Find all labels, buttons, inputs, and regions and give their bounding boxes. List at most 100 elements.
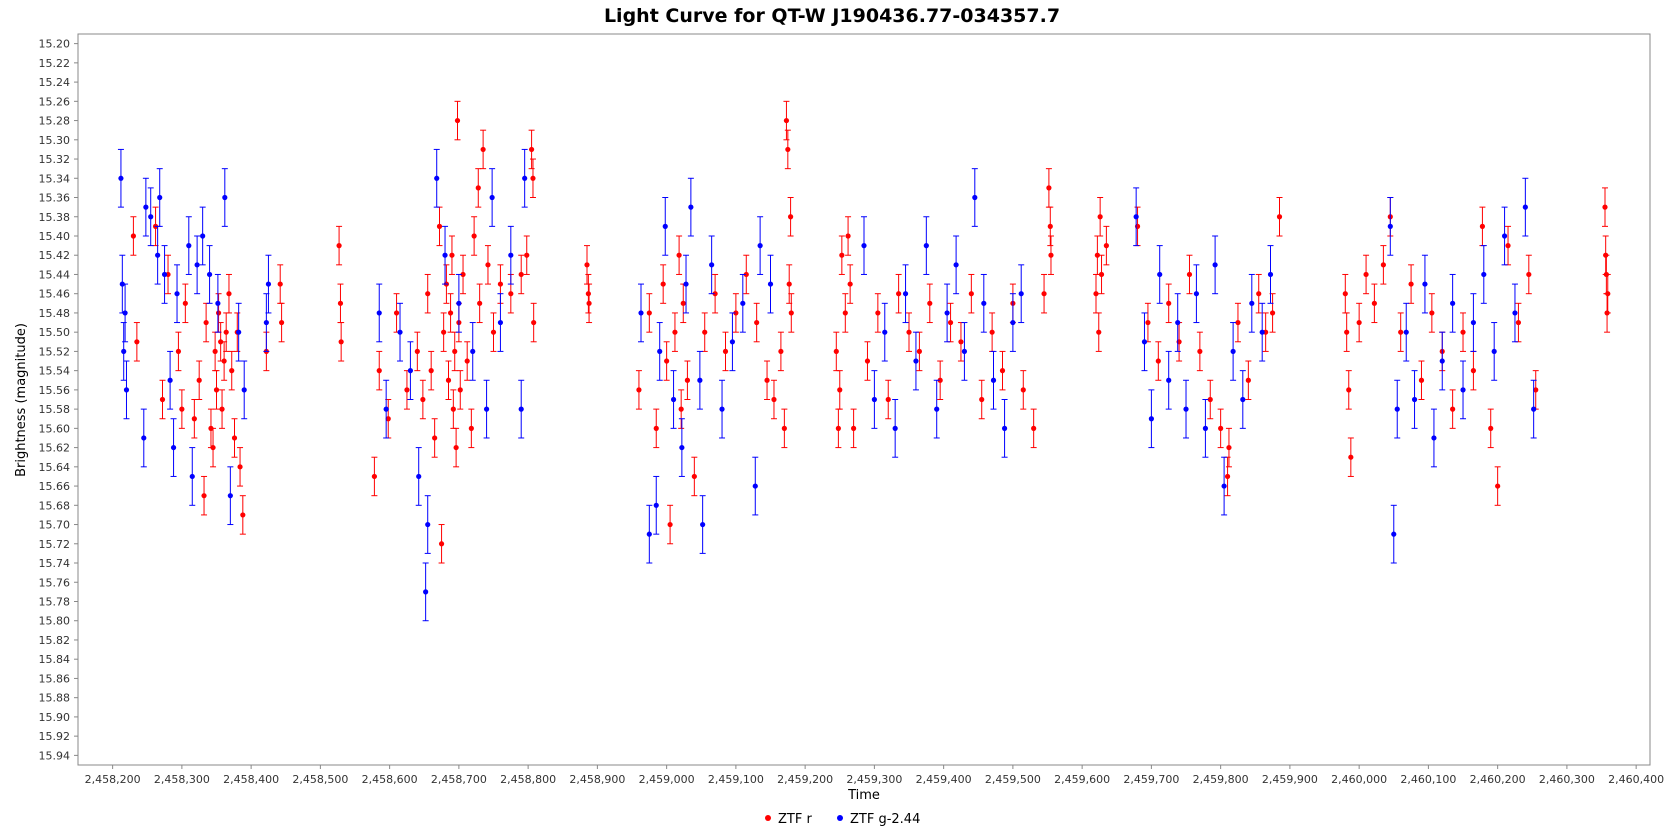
data-point <box>186 243 192 249</box>
data-point <box>972 194 978 201</box>
data-point <box>1245 377 1251 383</box>
data-point <box>664 358 670 364</box>
data-point <box>457 387 463 393</box>
data-point <box>425 521 431 528</box>
data-point <box>1103 243 1109 249</box>
data-point <box>1408 281 1414 287</box>
data-point <box>336 243 342 249</box>
data-point <box>916 348 923 355</box>
data-point <box>1422 281 1428 287</box>
data-point <box>1348 454 1354 460</box>
data-point <box>638 310 644 316</box>
data-point <box>420 396 426 403</box>
data-point <box>709 262 715 268</box>
data-series <box>117 100 1611 622</box>
data-point <box>438 541 445 547</box>
data-point <box>1605 291 1611 297</box>
data-point <box>450 406 456 412</box>
y-tick-label: 15.54 <box>39 365 71 378</box>
x-tick-label: 2,459,000 <box>639 773 695 786</box>
data-point <box>376 368 382 374</box>
data-point <box>670 396 677 403</box>
data-point <box>1010 319 1016 326</box>
y-tick-label: 15.62 <box>39 442 71 455</box>
data-point <box>383 406 389 412</box>
data-point <box>1481 271 1487 278</box>
data-point <box>680 300 686 306</box>
data-point <box>425 291 431 297</box>
y-tick-label: 15.38 <box>39 211 71 224</box>
data-point <box>531 319 537 326</box>
data-point <box>196 377 202 383</box>
data-point <box>123 387 130 393</box>
y-tick-label: 15.78 <box>39 595 71 608</box>
data-point <box>468 425 474 431</box>
data-point <box>1342 291 1348 297</box>
data-point <box>783 117 790 124</box>
legend-label: ZTF g-2.44 <box>850 812 920 827</box>
data-point <box>508 291 514 297</box>
data-point <box>636 387 642 393</box>
data-point <box>194 262 200 268</box>
data-point <box>432 435 438 441</box>
data-point <box>733 310 739 316</box>
data-point <box>1098 271 1105 278</box>
data-point <box>584 262 590 268</box>
plot-area <box>77 33 1651 766</box>
data-point <box>1155 358 1161 364</box>
y-tick-label: 15.94 <box>39 749 71 762</box>
data-point <box>871 396 877 403</box>
y-tick-label: 15.88 <box>39 692 71 705</box>
data-point <box>236 329 242 335</box>
data-point <box>518 271 524 278</box>
x-tick-label: 2,460,300 <box>1539 773 1595 786</box>
data-point <box>1363 271 1369 278</box>
data-point <box>454 117 461 124</box>
data-point <box>167 377 173 383</box>
data-point <box>416 473 422 480</box>
data-point <box>1501 233 1508 239</box>
data-point <box>241 387 247 393</box>
data-point <box>1249 300 1255 306</box>
data-point <box>215 310 222 316</box>
data-point <box>722 348 729 355</box>
data-point <box>961 348 968 355</box>
y-tick-label: 15.50 <box>39 326 71 339</box>
data-point <box>1157 271 1163 278</box>
data-point <box>231 435 238 441</box>
data-point <box>757 243 763 249</box>
data-point <box>1460 329 1466 335</box>
y-tick-label: 15.34 <box>39 172 71 185</box>
data-point <box>477 300 483 306</box>
data-point <box>875 310 881 316</box>
data-point <box>530 175 536 181</box>
data-point <box>1093 291 1099 297</box>
data-point <box>968 291 974 297</box>
data-point <box>1240 396 1246 403</box>
data-point <box>683 281 689 287</box>
data-point <box>1418 377 1425 383</box>
data-point <box>1346 387 1352 393</box>
data-point <box>278 319 285 326</box>
data-point <box>882 329 888 335</box>
data-point <box>434 175 440 181</box>
data-point <box>953 262 959 268</box>
data-point <box>764 377 770 383</box>
data-point <box>397 329 403 335</box>
data-point <box>999 368 1006 374</box>
y-tick-label: 15.44 <box>39 268 71 281</box>
data-point <box>1267 271 1274 278</box>
series-ztf-g <box>117 148 1537 622</box>
data-point <box>842 310 848 316</box>
data-point <box>691 473 697 480</box>
data-point <box>1230 348 1236 355</box>
y-tick-label: 15.66 <box>39 480 71 493</box>
data-point <box>892 425 898 431</box>
data-point <box>497 319 504 326</box>
data-point <box>937 377 943 383</box>
data-point <box>1344 329 1350 335</box>
data-point <box>1259 329 1265 335</box>
data-point <box>229 368 235 374</box>
data-point <box>1269 310 1276 316</box>
x-tick-label: 2,460,400 <box>1608 773 1664 786</box>
